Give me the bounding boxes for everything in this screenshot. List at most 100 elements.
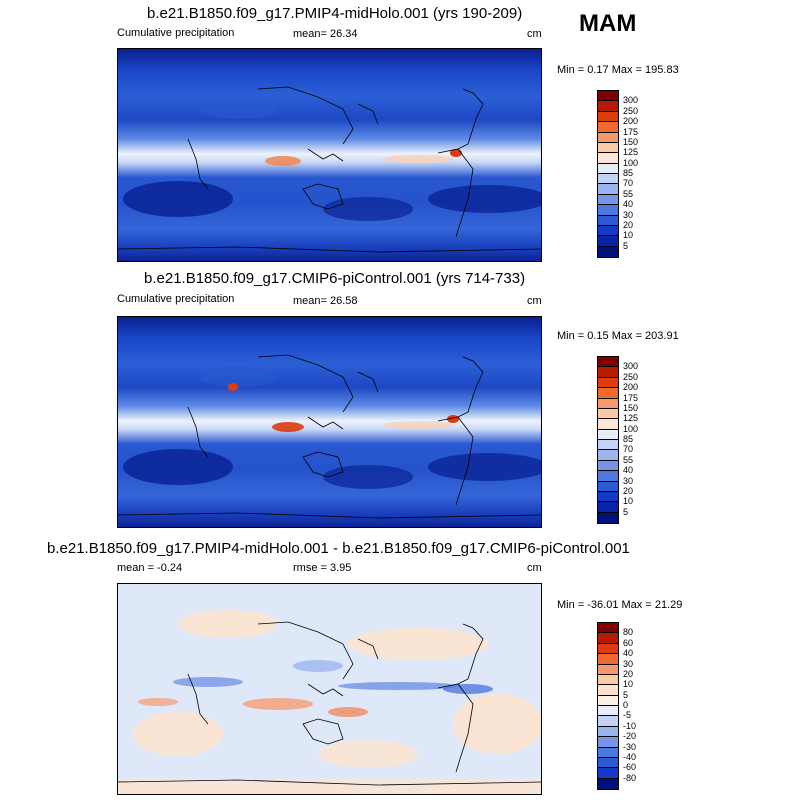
colorbar-swatch [598, 726, 618, 738]
panel-1-variable-label: Cumulative precipitation [117, 27, 235, 39]
colorbar-swatch [598, 768, 618, 779]
panel-3-unit: cm [527, 562, 542, 574]
colorbar-tick-label: 250 [623, 105, 639, 116]
colorbar-tick-label: -80 [623, 772, 637, 783]
colorbar-swatch [598, 132, 618, 143]
colorbar-swatch [598, 440, 618, 451]
colorbar-tick-label: 100 [623, 423, 639, 434]
colorbar-tick-label: 85 [623, 434, 634, 444]
panel-2-unit: cm [527, 295, 542, 307]
colorbar-tick-label: 10 [623, 496, 634, 507]
colorbar-tick-label: 30 [623, 658, 634, 669]
colorbar-tick-label: -30 [623, 741, 637, 752]
panel-3-colorbar-ticks: 80 60 40 30 20 10 5 0 -5 -10 -20 -30 -40 -60 -80 [623, 622, 663, 790]
colorbar-swatch [598, 174, 618, 185]
colorbar-swatch [598, 377, 618, 389]
colorbar-swatch [598, 685, 618, 696]
colorbar-tick-label: 70 [623, 178, 634, 189]
colorbar-swatch [598, 491, 618, 503]
colorbar-tick-label: -60 [623, 762, 637, 773]
colorbar-swatch [598, 101, 618, 112]
colorbar-swatch [598, 184, 618, 195]
colorbar-swatch [598, 111, 618, 123]
panel-2-variable-label: Cumulative precipitation [117, 293, 235, 305]
colorbar-swatch [598, 706, 618, 717]
colorbar-tick-label: -5 [623, 710, 632, 721]
colorbar-tick-label: 150 [623, 136, 639, 147]
colorbar-tick-label: 70 [623, 444, 634, 455]
colorbar-tick-label: 300 [623, 95, 639, 106]
colorbar-swatch [598, 419, 618, 430]
colorbar-swatch [598, 716, 618, 727]
colorbar-swatch [598, 450, 618, 461]
colorbar-swatch [598, 664, 618, 675]
panel-3-colorbar [597, 622, 619, 790]
colorbar-swatch [598, 367, 618, 378]
colorbar-swatch [598, 481, 618, 492]
colorbar-tick-label: 60 [623, 637, 634, 648]
panel-2-colorbar [597, 356, 619, 524]
colorbar-swatch [598, 194, 618, 206]
colorbar-swatch [598, 512, 618, 523]
panel-1-minmax: Min = 0.17 Max = 195.83 [557, 64, 679, 76]
colorbar-tick-label: 175 [623, 126, 639, 137]
colorbar-swatch [598, 142, 618, 154]
colorbar-tick-label: 100 [623, 157, 639, 168]
colorbar-tick-label: 200 [623, 382, 639, 393]
panel-3-map-svg [118, 584, 541, 794]
colorbar-tick-label: 125 [623, 413, 639, 424]
colorbar-swatch [598, 757, 618, 769]
colorbar-tick-label: 150 [623, 402, 639, 413]
colorbar-tick-label: 175 [623, 392, 639, 403]
panel-1-colorbar-ticks: 300 250 200 175 150 125 100 85 70 55 40 30 20 10 5 [623, 90, 663, 258]
panel-2-mean: mean= 26.58 [293, 295, 358, 307]
colorbar-swatch [598, 633, 618, 644]
colorbar-tick-label: 40 [623, 648, 634, 659]
colorbar-tick-label: 5 [623, 240, 629, 251]
colorbar-tick-label: 300 [623, 361, 639, 372]
colorbar-tick-label: 250 [623, 371, 639, 382]
colorbar-tick-label: -40 [623, 751, 637, 762]
panel-1-map-svg [118, 49, 541, 261]
season-label: MAM [579, 10, 637, 37]
colorbar-swatch [598, 737, 618, 748]
panel-2-colorbar-ticks: 300 250 200 175 150 125 100 85 70 55 40 30 20 10 5 [623, 356, 663, 524]
colorbar-tick-label: 40 [623, 199, 634, 210]
colorbar-tick-label: 10 [623, 679, 634, 690]
panel-1-colorbar [597, 90, 619, 258]
panel-2-minmax: Min = 0.15 Max = 203.91 [557, 330, 679, 342]
colorbar-swatch [598, 778, 618, 789]
colorbar-tick-label: 125 [623, 147, 639, 158]
colorbar-swatch [598, 91, 618, 102]
colorbar-tick-label: 30 [623, 475, 634, 486]
colorbar-tick-label: 30 [623, 209, 634, 220]
colorbar-swatch [598, 502, 618, 513]
colorbar-swatch [598, 122, 618, 133]
colorbar-tick-label: 80 [623, 627, 634, 638]
colorbar-swatch [598, 471, 618, 482]
colorbar-tick-label: 5 [623, 689, 629, 700]
colorbar-tick-label: 20 [623, 485, 634, 496]
panel-3-minmax: Min = -36.01 Max = 21.29 [557, 599, 683, 611]
colorbar-swatch [598, 429, 618, 440]
colorbar-tick-label: 0 [623, 700, 629, 710]
panel-3-rmse: rmse = 3.95 [293, 562, 352, 574]
panel-2-map-svg [118, 317, 541, 527]
colorbar-tick-label: 20 [623, 668, 634, 679]
colorbar-tick-label: 55 [623, 188, 634, 199]
colorbar-swatch [598, 398, 618, 409]
colorbar-swatch [598, 388, 618, 399]
colorbar-swatch [598, 153, 618, 164]
panel-1-map [117, 48, 542, 262]
panel-2-map [117, 316, 542, 528]
colorbar-swatch [598, 623, 618, 634]
colorbar-swatch [598, 674, 618, 686]
colorbar-swatch [598, 215, 618, 226]
panel-1-title: b.e21.B1850.f09_g17.PMIP4-midHolo.001 (y… [147, 5, 523, 22]
colorbar-swatch [598, 205, 618, 216]
colorbar-swatch [598, 408, 618, 420]
colorbar-tick-label: 40 [623, 465, 634, 476]
colorbar-tick-label: 10 [623, 230, 634, 241]
colorbar-tick-label: 85 [623, 168, 634, 178]
panel-1-unit: cm [527, 28, 542, 40]
